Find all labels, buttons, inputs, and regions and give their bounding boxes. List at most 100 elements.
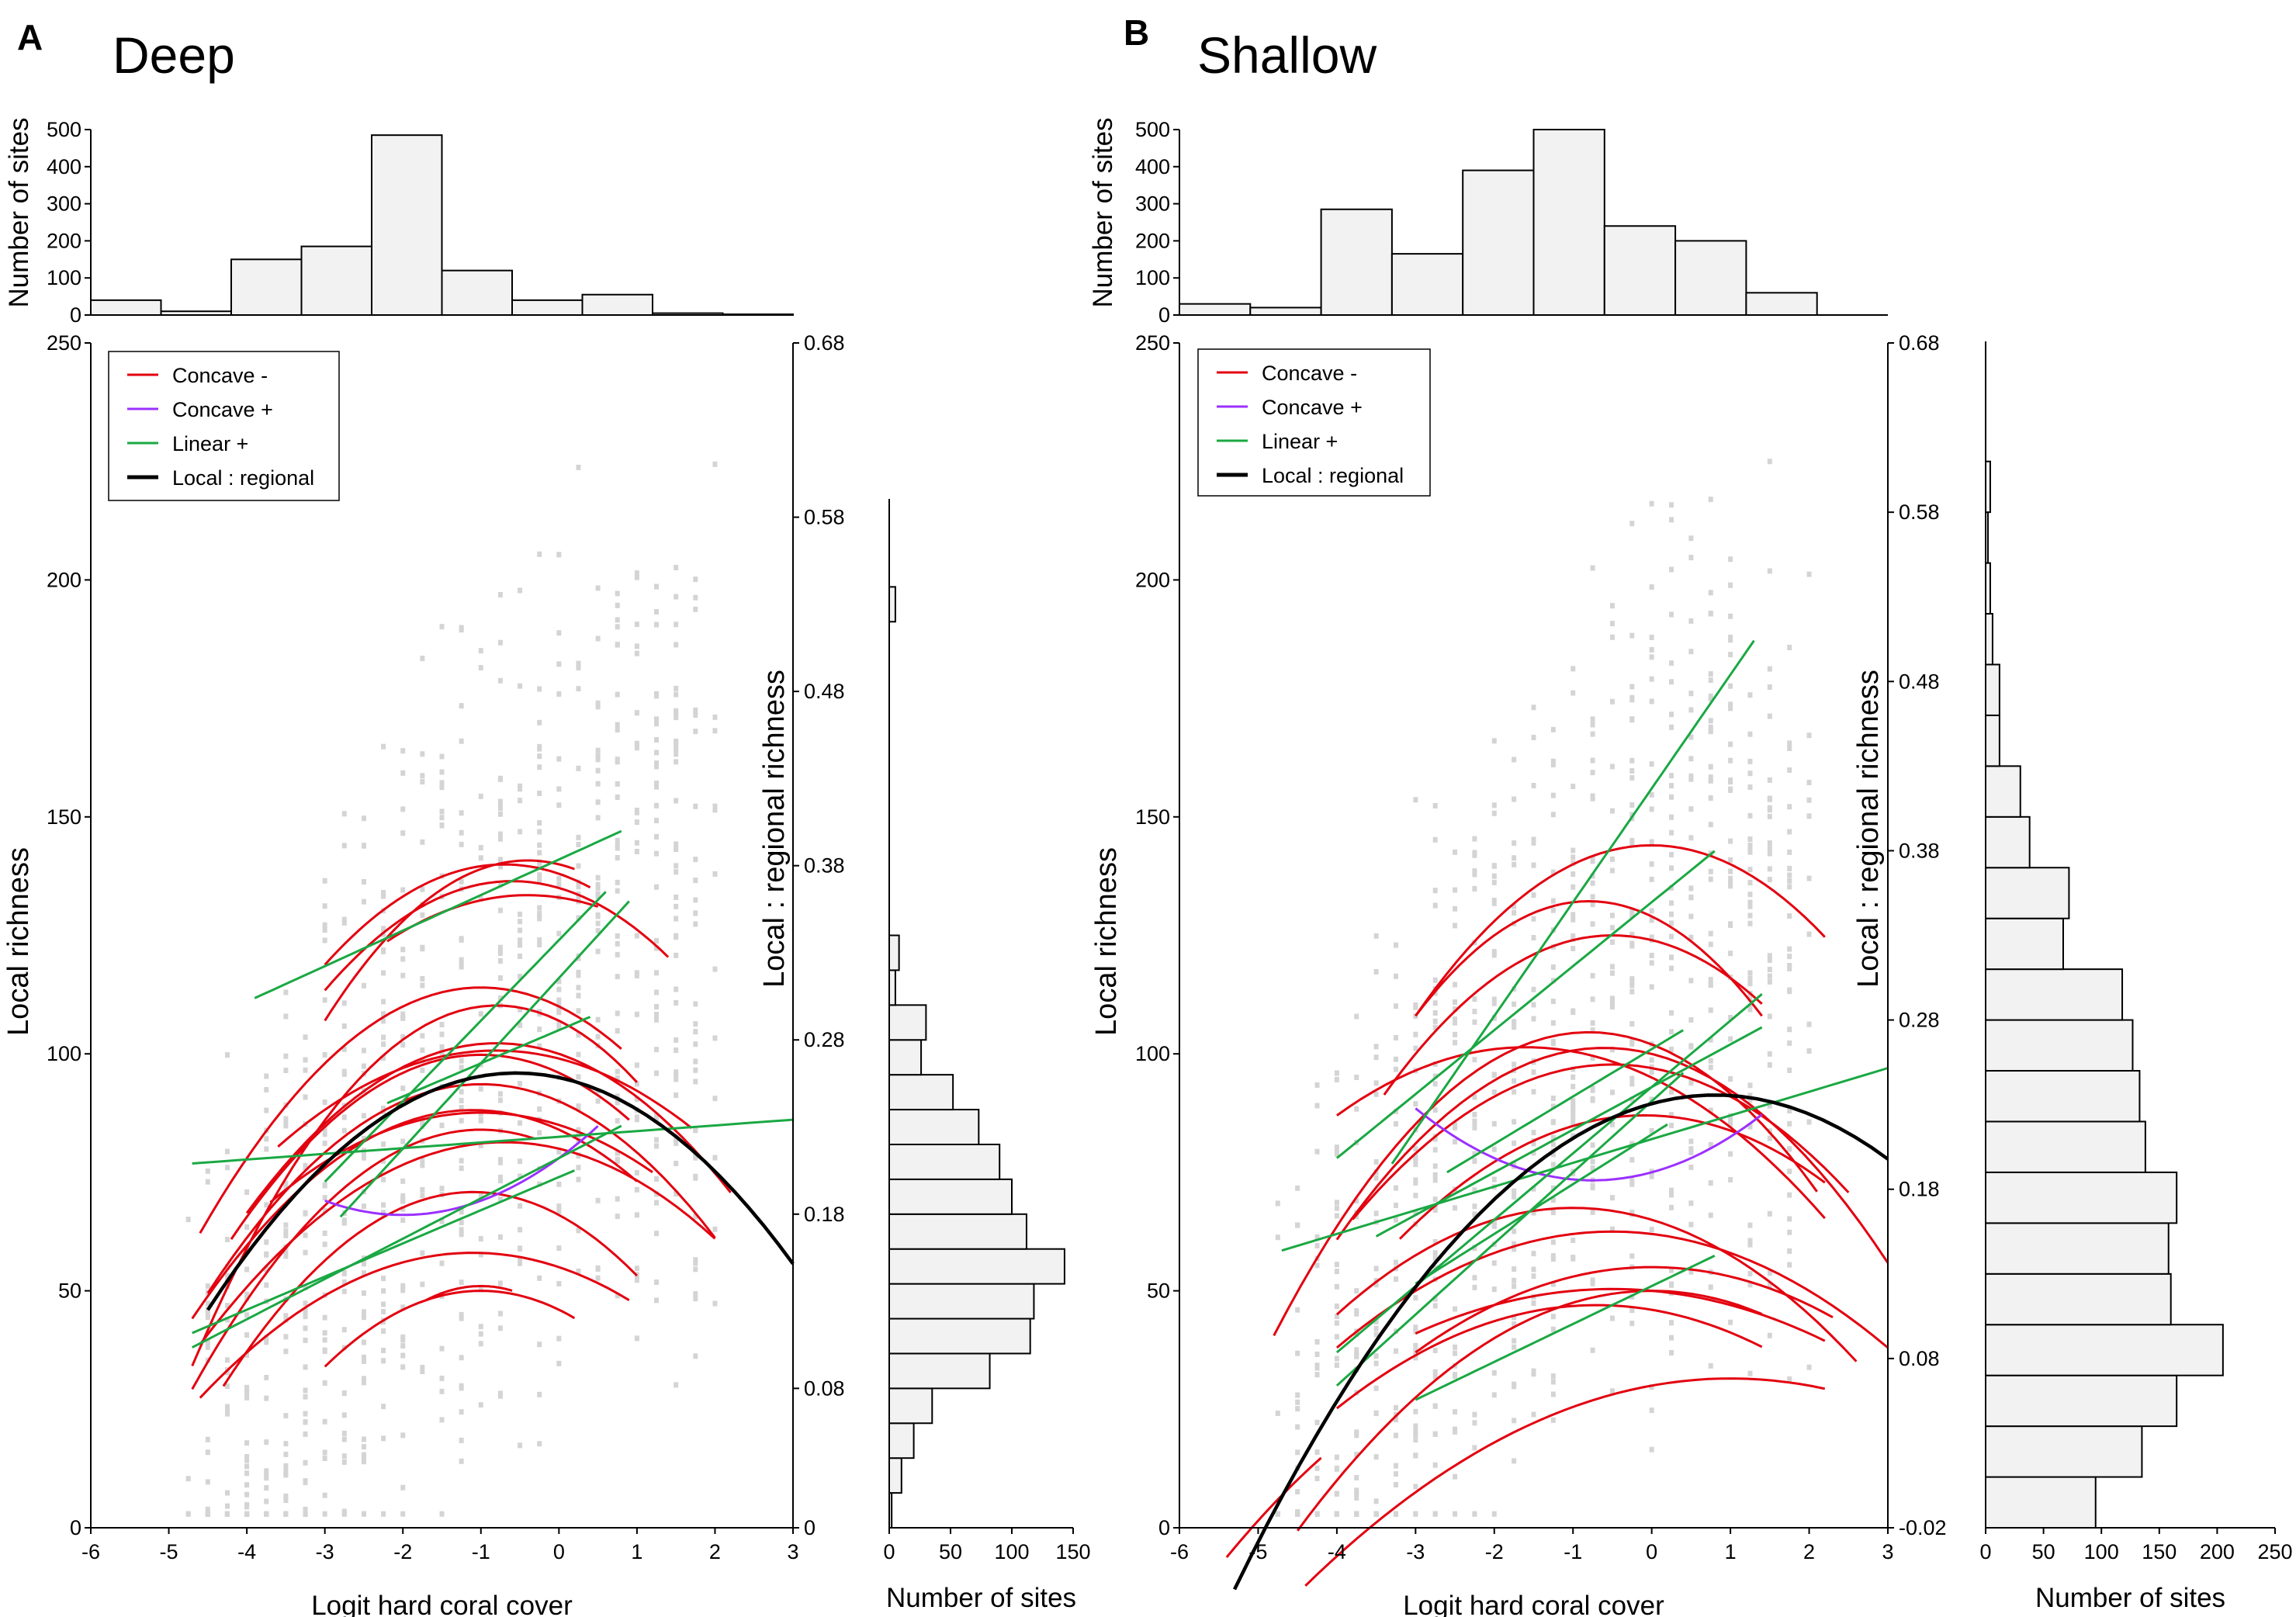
- scatter-point: [1747, 842, 1753, 848]
- scatter-point: [244, 1440, 250, 1446]
- scatter-point: [322, 1337, 327, 1343]
- scatter-point: [1629, 1307, 1635, 1314]
- scatter-point: [1708, 1065, 1713, 1071]
- scatter-point: [556, 661, 562, 667]
- scatter-point: [264, 1282, 269, 1288]
- scatter-point: [1550, 1239, 1556, 1245]
- scatter-point: [1669, 794, 1674, 800]
- scatter-point: [1747, 867, 1753, 873]
- top-hist-tick-label: 200: [1135, 229, 1170, 252]
- scatter-point: [322, 1141, 327, 1147]
- scatter-point: [693, 1266, 698, 1272]
- scatter-point: [1688, 1146, 1694, 1152]
- fit-line-linear: [386, 1016, 591, 1105]
- scatter-point: [1570, 847, 1576, 854]
- scatter-point: [1472, 996, 1477, 1002]
- scatter-point: [341, 919, 347, 926]
- scatter-point: [1728, 1319, 1733, 1325]
- scatter-point: [1512, 840, 1517, 847]
- scatter-point: [303, 1511, 308, 1517]
- scatter-point: [1688, 776, 1694, 782]
- scatter-point: [264, 1475, 269, 1481]
- scatter-point: [674, 691, 679, 698]
- scatter-point: [1787, 1262, 1792, 1268]
- scatter-point: [497, 802, 503, 808]
- legend-label-linear: Linear +: [1262, 430, 1338, 453]
- scatter-point: [1728, 950, 1733, 957]
- scatter-point: [1590, 1165, 1595, 1171]
- scatter-point: [1512, 909, 1517, 916]
- scatter-point: [595, 767, 601, 774]
- scatter-point: [595, 585, 601, 591]
- scatter-point: [1570, 1110, 1576, 1116]
- scatter-point: [1629, 684, 1635, 690]
- scatter-point: [1669, 611, 1674, 618]
- top-hist-tick-label: 0: [70, 303, 81, 327]
- scatter-point: [576, 1227, 581, 1234]
- scatter-point: [1609, 808, 1615, 814]
- scatter-point: [283, 1334, 289, 1340]
- legend-shallow: Concave -Concave +Linear +Local : region…: [1197, 348, 1431, 497]
- scatter-point: [400, 1015, 406, 1021]
- scatter-point: [1649, 917, 1654, 923]
- scatter-point: [556, 930, 562, 937]
- scatter-point: [1649, 1408, 1654, 1414]
- scatter-point: [1413, 1013, 1418, 1020]
- scatter-point: [420, 656, 425, 662]
- scatter-point: [1550, 1096, 1556, 1102]
- scatter-point: [654, 818, 660, 824]
- y2-tick-label: 0.48: [1899, 670, 1940, 693]
- scatter-point: [1531, 1210, 1536, 1216]
- scatter-point: [615, 1093, 620, 1099]
- scatter-point: [654, 784, 660, 790]
- scatter-point: [283, 1250, 289, 1256]
- scatter-point: [595, 700, 601, 706]
- fit-line-concave: [1296, 1290, 1763, 1532]
- scatter-point: [556, 1335, 562, 1342]
- scatter-point: [1472, 1019, 1477, 1025]
- fit-line-linear: [1335, 993, 1763, 1354]
- scatter-point: [1491, 897, 1497, 903]
- scatter-point: [1472, 1124, 1477, 1131]
- scatter-point: [1590, 858, 1595, 864]
- side-hist-bar: [1985, 1120, 2146, 1173]
- scatter-point: [303, 1419, 308, 1425]
- scatter-point: [537, 879, 542, 885]
- fit-line-concave: [191, 1128, 536, 1390]
- scatter-point: [303, 1210, 308, 1216]
- scatter-point: [712, 714, 718, 720]
- scatter-point: [1531, 1368, 1536, 1374]
- scatter-point: [381, 1288, 386, 1294]
- scatter-point: [283, 1181, 289, 1187]
- scatter-point: [1669, 724, 1674, 730]
- fit-line-concave: [324, 880, 670, 992]
- scatter-point: [361, 1314, 366, 1321]
- scatter-point: [1629, 1321, 1635, 1327]
- scatter-point: [576, 1074, 581, 1080]
- scatter-point: [283, 1222, 289, 1228]
- scatter-point: [264, 1395, 269, 1401]
- scatter-point: [556, 997, 562, 1003]
- scatter-point: [674, 1136, 679, 1142]
- scatter-point: [244, 1312, 250, 1318]
- scatter-point: [1432, 1369, 1438, 1375]
- scatter-point: [1453, 1344, 1458, 1350]
- scatter-point: [303, 1506, 308, 1512]
- scatter-point: [439, 1122, 445, 1128]
- fit-line-concave: [324, 859, 575, 1022]
- scatter-point: [341, 1430, 347, 1436]
- scatter-point: [1570, 1102, 1576, 1108]
- scatter-point: [400, 1304, 406, 1311]
- y-tick-label: 100: [47, 1042, 81, 1065]
- scatter-point: [478, 1110, 483, 1117]
- scatter-point: [1669, 1267, 1674, 1273]
- scatter-point: [1590, 1097, 1595, 1103]
- scatter-point: [205, 1314, 210, 1321]
- scatter-point: [1413, 1484, 1418, 1490]
- scatter-point: [1767, 850, 1772, 857]
- scatter-point: [478, 1192, 483, 1198]
- scatter-point: [1629, 1181, 1635, 1187]
- scatter-point: [478, 1252, 483, 1258]
- scatter-point: [1314, 1148, 1320, 1155]
- y-axis-label: Local richness: [1090, 847, 1123, 1036]
